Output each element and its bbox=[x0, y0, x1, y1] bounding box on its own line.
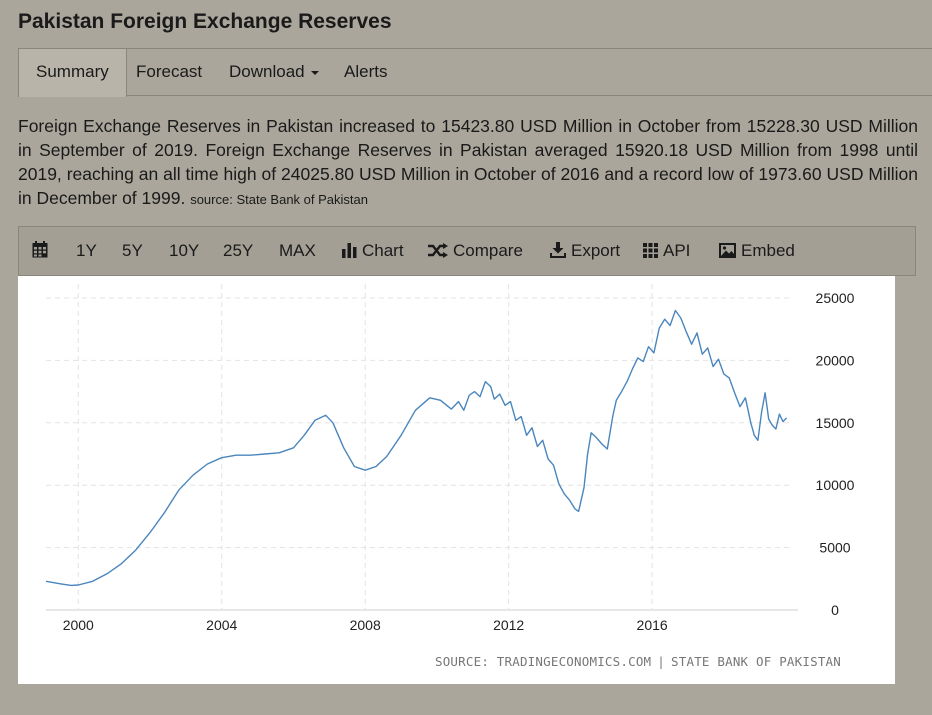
tab-summary[interactable]: Summary bbox=[18, 49, 127, 97]
chart-button[interactable]: Chart bbox=[342, 227, 404, 275]
image-icon bbox=[719, 243, 736, 258]
chevron-down-icon bbox=[310, 70, 319, 75]
embed-button-label: Embed bbox=[741, 241, 795, 260]
compare-button[interactable]: Compare bbox=[428, 227, 523, 275]
chart-source-right: STATE BANK OF PAKISTAN bbox=[671, 654, 841, 669]
grid-icon bbox=[643, 243, 658, 258]
tab-download[interactable]: Download bbox=[229, 49, 319, 96]
shuffle-icon bbox=[428, 243, 448, 258]
chart-source-separator: | bbox=[657, 654, 666, 669]
api-button[interactable]: API bbox=[643, 227, 690, 275]
api-button-label: API bbox=[663, 241, 691, 260]
y-tick-label: 5000 bbox=[819, 540, 850, 556]
summary-source: source: State Bank of Pakistan bbox=[190, 192, 368, 207]
y-tick-label: 10000 bbox=[816, 477, 855, 493]
export-button-label: Export bbox=[571, 241, 621, 260]
range-5y-button[interactable]: 5Y bbox=[122, 241, 143, 260]
embed-button[interactable]: Embed bbox=[719, 227, 795, 275]
tab-forecast[interactable]: Forecast bbox=[136, 62, 203, 81]
range-25y-button[interactable]: 25Y bbox=[223, 241, 254, 260]
x-tick-label: 2004 bbox=[206, 617, 237, 633]
y-tick-label: 20000 bbox=[816, 352, 855, 368]
y-tick-label: 0 bbox=[831, 602, 839, 618]
range-1y-button[interactable]: 1Y bbox=[76, 241, 97, 260]
chart-toolbar: 1Y 5Y 10Y 25Y MAX Chart Compare Export A… bbox=[18, 226, 916, 276]
chart-source: SOURCE: TRADINGECONOMICS.COM | STATE BANK … bbox=[18, 654, 841, 669]
line-chart: 0 5000 10000 15000 20000 25000 2000 2004 2008 201… bbox=[45, 284, 855, 633]
summary-paragraph: Foreign Exchange Reserves in Pakistan in… bbox=[18, 114, 918, 212]
page-title: Pakistan Foreign Exchange Reserves bbox=[18, 10, 392, 33]
summary-text: Foreign Exchange Reserves in Pakistan in… bbox=[18, 116, 918, 208]
series-line bbox=[45, 309, 788, 587]
range-10y-button[interactable]: 10Y bbox=[169, 241, 200, 260]
calendar-icon[interactable] bbox=[32, 227, 53, 275]
x-tick-label: 2016 bbox=[637, 617, 668, 633]
download-icon bbox=[550, 242, 566, 258]
chart-button-label: Chart bbox=[362, 241, 404, 260]
bar-chart-icon bbox=[342, 243, 357, 258]
export-button[interactable]: Export bbox=[550, 227, 620, 275]
tab-alerts[interactable]: Alerts bbox=[344, 62, 388, 81]
chart-area: 0 5000 10000 15000 20000 25000 2000 2004 2008 201… bbox=[18, 276, 895, 684]
tab-download-label: Download bbox=[229, 62, 305, 81]
x-tick-label: 2012 bbox=[493, 617, 524, 633]
tab-bar: Summary Forecast Download Alerts bbox=[18, 48, 932, 97]
y-tick-label: 25000 bbox=[816, 290, 855, 306]
compare-button-label: Compare bbox=[453, 241, 523, 260]
range-max-button[interactable]: MAX bbox=[279, 241, 316, 260]
y-tick-label: 15000 bbox=[816, 415, 855, 431]
x-tick-label: 2008 bbox=[350, 617, 381, 633]
x-tick-label: 2000 bbox=[63, 617, 94, 633]
chart-source-left: SOURCE: TRADINGECONOMICS.COM bbox=[434, 654, 652, 669]
